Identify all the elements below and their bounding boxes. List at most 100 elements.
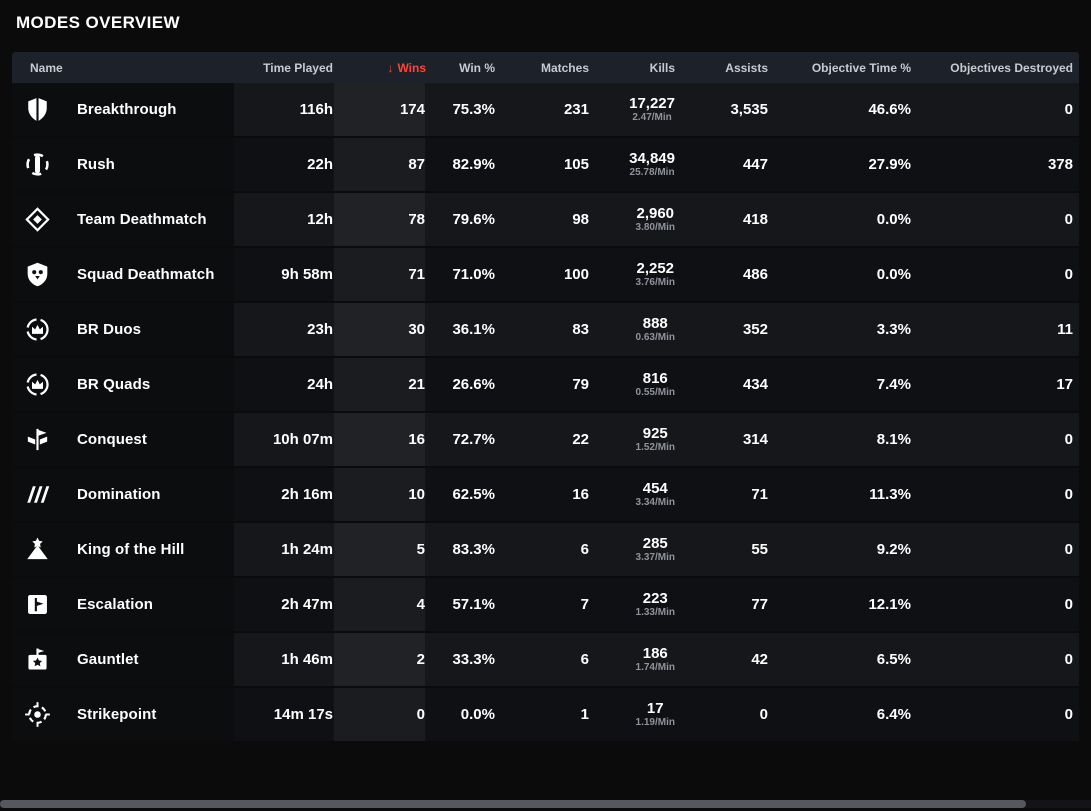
matches-value: 1: [580, 706, 589, 723]
rush-icon: [24, 151, 51, 178]
objectives-destroyed-value: 0: [1064, 101, 1073, 118]
kills-wrap: 888 0.63/Min: [636, 315, 675, 344]
objective-time-value: 0.0%: [876, 266, 911, 283]
kills-per-min-value: 0.55/Min: [635, 387, 675, 398]
assists-value: 352: [742, 321, 768, 338]
time-played-value: 10h 07m: [272, 431, 333, 448]
column-header-win-pct[interactable]: Win %: [459, 60, 495, 75]
kills-wrap: 17,227 2.47/Min: [629, 95, 675, 124]
table-row[interactable]: Conquest 10h 07m 16 72.7% 22 925 1.52/Mi…: [12, 413, 1079, 468]
wins-value: 78: [333, 193, 426, 246]
mode-name-cell: Rush: [12, 138, 234, 191]
objective-time-value: 11.3%: [869, 486, 911, 503]
mode-name: Team Deathmatch: [77, 211, 207, 228]
kills-cell: 888 0.63/Min: [589, 303, 675, 356]
objectives-destroyed-value: 0: [1064, 431, 1073, 448]
column-header-wins[interactable]: ↓ Wins: [333, 52, 426, 83]
win-pct-value: 71.0%: [452, 266, 495, 283]
table-row[interactable]: King of the Hill 1h 24m 5 83.3% 6 285 3.…: [12, 523, 1079, 578]
objective-time-value: 0.0%: [876, 211, 911, 228]
time-played-value: 23h: [307, 321, 333, 338]
assists-value: 42: [751, 651, 768, 668]
wins-value: 5: [333, 523, 426, 576]
column-header-objective-time[interactable]: Objective Time %: [811, 60, 911, 75]
king-of-the-hill-icon: [24, 536, 51, 563]
wins-value: 4: [333, 578, 426, 631]
column-header-name[interactable]: Name: [30, 60, 63, 75]
objectives-destroyed-value: 0: [1064, 651, 1073, 668]
kills-wrap: 925 1.52/Min: [636, 425, 675, 454]
kills-cell: 186 1.74/Min: [589, 633, 675, 686]
mode-name-cell: Gauntlet: [12, 633, 234, 686]
table-row[interactable]: BR Duos 23h 30 36.1% 83 888 0.63/Min 352…: [12, 303, 1079, 358]
kills-value: 816: [642, 370, 668, 387]
wins-value: 21: [333, 358, 426, 411]
column-header-time-played[interactable]: Time Played: [263, 60, 333, 75]
mode-name: Domination: [77, 486, 161, 503]
table-row[interactable]: Gauntlet 1h 46m 2 33.3% 6 186 1.74/Min 4…: [12, 633, 1079, 688]
table-row[interactable]: Team Deathmatch 12h 78 79.6% 98 2,960 3.…: [12, 193, 1079, 248]
kills-per-min-value: 3.37/Min: [635, 552, 675, 563]
escalation-icon: [24, 591, 51, 618]
kills-wrap: 2,960 3.80/Min: [636, 205, 675, 234]
time-played-value: 12h: [307, 211, 333, 228]
objectives-destroyed-value: 0: [1064, 541, 1073, 558]
wins-value: 71: [333, 248, 426, 301]
kills-cell: 816 0.55/Min: [589, 358, 675, 411]
column-header-matches[interactable]: Matches: [540, 60, 589, 75]
time-played-value: 2h 16m: [281, 486, 333, 503]
assists-value: 3,535: [730, 101, 768, 118]
win-pct-value: 83.3%: [452, 541, 495, 558]
kills-value: 17,227: [629, 95, 675, 112]
objectives-destroyed-value: 11: [1057, 321, 1073, 338]
kills-value: 925: [642, 425, 668, 442]
table-row[interactable]: Domination 2h 16m 10 62.5% 16 454 3.34/M…: [12, 468, 1079, 523]
win-pct-value: 0.0%: [460, 706, 495, 723]
kills-wrap: 34,849 25.78/Min: [629, 150, 675, 179]
horizontal-scrollbar-thumb[interactable]: [0, 800, 1026, 808]
kills-wrap: 816 0.55/Min: [636, 370, 675, 399]
table-row[interactable]: Strikepoint 14m 17s 0 0.0% 1 17 1.19/Min…: [12, 688, 1079, 743]
assists-value: 0: [759, 706, 768, 723]
objective-time-value: 46.6%: [868, 101, 911, 118]
assists-value: 447: [742, 156, 768, 173]
objective-time-value: 7.4%: [876, 376, 911, 393]
horizontal-scrollbar[interactable]: [0, 800, 1091, 808]
kills-per-min-value: 3.80/Min: [635, 222, 675, 233]
assists-value: 314: [742, 431, 768, 448]
mode-name: Escalation: [77, 596, 154, 613]
objective-time-value: 6.5%: [876, 651, 911, 668]
br-duos-icon: [24, 316, 51, 343]
kills-value: 2,252: [636, 260, 675, 277]
time-played-value: 14m 17s: [273, 706, 333, 723]
kills-value: 223: [642, 590, 668, 607]
win-pct-value: 36.1%: [452, 321, 495, 338]
objective-time-value: 9.2%: [876, 541, 911, 558]
table-row[interactable]: Squad Deathmatch 9h 58m 71 71.0% 100 2,2…: [12, 248, 1079, 303]
wins-value: 2: [333, 633, 426, 686]
modes-table: Name Time Played ↓ Wins Win % Matches Ki…: [12, 52, 1079, 743]
team-deathmatch-icon: [24, 206, 51, 233]
table-row[interactable]: Rush 22h 87 82.9% 105 34,849 25.78/Min 4…: [12, 138, 1079, 193]
objective-time-value: 6.4%: [876, 706, 911, 723]
matches-value: 6: [580, 651, 589, 668]
win-pct-value: 62.5%: [452, 486, 495, 503]
matches-value: 22: [572, 431, 589, 448]
kills-cell: 925 1.52/Min: [589, 413, 675, 466]
table-row[interactable]: BR Quads 24h 21 26.6% 79 816 0.55/Min 43…: [12, 358, 1079, 413]
mode-name: BR Quads: [77, 376, 151, 393]
column-header-objectives-destroyed[interactable]: Objectives Destroyed: [950, 60, 1073, 75]
gauntlet-icon: [24, 646, 51, 673]
table-row[interactable]: Breakthrough 116h 174 75.3% 231 17,227 2…: [12, 83, 1079, 138]
column-header-assists[interactable]: Assists: [725, 60, 768, 75]
table-row[interactable]: Escalation 2h 47m 4 57.1% 7 223 1.33/Min…: [12, 578, 1079, 633]
wins-value: 16: [333, 413, 426, 466]
column-header-kills[interactable]: Kills: [649, 60, 675, 75]
wins-value: 0: [333, 688, 426, 741]
squad-deathmatch-icon: [24, 261, 51, 288]
kills-per-min-value: 3.34/Min: [635, 497, 675, 508]
mode-name-cell: Conquest: [12, 413, 234, 466]
kills-per-min-value: 25.78/Min: [629, 167, 675, 178]
kills-cell: 17 1.19/Min: [589, 688, 675, 741]
objective-time-value: 8.1%: [876, 431, 911, 448]
